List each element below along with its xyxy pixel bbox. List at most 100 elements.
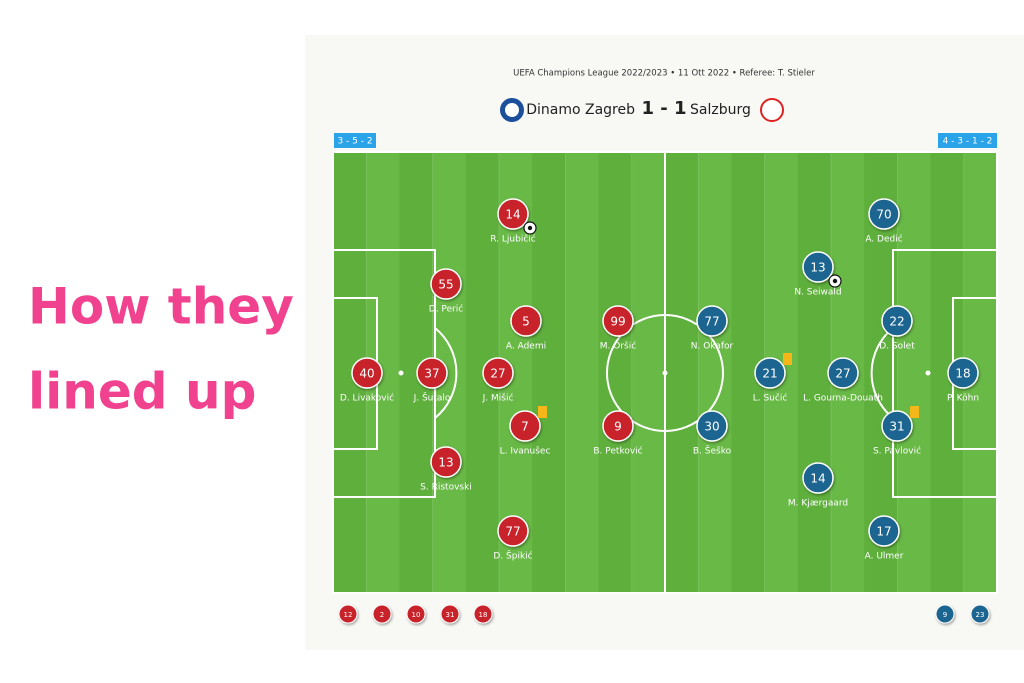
headline-line: How they: [28, 278, 294, 336]
player-marker: [881, 410, 913, 442]
player-number: 7: [521, 420, 529, 434]
player-name: S. Ristovski: [420, 483, 472, 493]
player-name: L. Gourna-Douath: [803, 394, 883, 404]
player-number: 9: [614, 420, 622, 434]
player-name: D. Livaković: [340, 393, 394, 404]
player-number: 21: [762, 367, 777, 381]
player-number: 77: [505, 525, 520, 539]
player-marker: [497, 515, 529, 547]
player-marker: [482, 357, 514, 389]
player-name: D. Perić: [429, 304, 463, 315]
yellow-card: [783, 353, 792, 365]
sub-number: 23: [976, 611, 985, 619]
player-number: 27: [835, 367, 850, 381]
player-marker: [802, 251, 834, 283]
player-marker: [881, 305, 913, 337]
player-number: 31: [889, 420, 904, 434]
formation-badge: [334, 133, 376, 148]
player-name: S. Pavlović: [873, 446, 921, 457]
player-number: 77: [704, 315, 719, 329]
player-name: P. Köhn: [947, 394, 979, 404]
player-number: 13: [438, 456, 453, 470]
sub-marker: [338, 604, 358, 624]
sub-number: 12: [344, 611, 353, 619]
sub-marker: [970, 604, 990, 624]
player-name: L. Ivanušec: [500, 446, 551, 457]
penalty-spot: [925, 370, 931, 376]
player-number: 55: [438, 278, 453, 292]
player-name: M. Kjærgaard: [788, 499, 848, 509]
player-number: 30: [704, 420, 719, 434]
center-circle: [606, 314, 724, 432]
penalty-arc: [870, 327, 894, 419]
player-name: J. Šutalo: [413, 392, 451, 404]
player-name: D. Solet: [879, 342, 915, 352]
player-name: B. Šeško: [693, 445, 732, 457]
sub-number: 10: [412, 611, 421, 619]
player-marker: [430, 268, 462, 300]
player-number: 40: [359, 367, 374, 381]
sub-marker: [473, 604, 493, 624]
home-team: Dinamo Zagreb: [526, 102, 635, 118]
player-name: M. Oršić: [600, 341, 636, 352]
player-number: 17: [876, 525, 891, 539]
player-marker: [509, 410, 541, 442]
player-number: 70: [876, 208, 891, 222]
sub-number: 9: [943, 611, 947, 619]
sub-marker: [406, 604, 426, 624]
headline-line: lined up: [28, 363, 256, 421]
player-marker: [802, 462, 834, 494]
player-number: 37: [424, 367, 439, 381]
yellow-card: [910, 406, 919, 418]
player-name: D. Špikić: [493, 550, 532, 562]
yellow-card: [538, 406, 547, 418]
player-marker: [868, 198, 900, 230]
player-name: N. Seiwald: [794, 288, 841, 298]
player-marker: [696, 305, 728, 337]
player-name: N. Okafor: [691, 342, 734, 352]
player-number: 27: [490, 367, 505, 381]
player-name: A. Dedić: [865, 234, 902, 245]
home-logo-inner: [505, 103, 519, 117]
match-info: UEFA Champions League 2022/2023 • 11 Ott…: [513, 69, 815, 79]
player-number: 22: [889, 315, 904, 329]
goal-icon-patch: [832, 278, 838, 284]
score: 1 - 1: [641, 98, 686, 119]
player-marker: [497, 198, 529, 230]
home-formation: 3 - 5 - 2: [337, 137, 372, 147]
player-name: B. Petković: [593, 446, 642, 457]
sub-marker: [440, 604, 460, 624]
player-marker: [351, 357, 383, 389]
player-marker: [868, 515, 900, 547]
player-name: A. Ademi: [506, 342, 546, 352]
player-number: 18: [955, 367, 970, 381]
player-number: 99: [610, 315, 625, 329]
player-number: 5: [522, 315, 530, 329]
sub-marker: [935, 604, 955, 624]
player-marker: [416, 357, 448, 389]
goal-icon-patch: [527, 225, 533, 231]
player-marker: [754, 357, 786, 389]
player-name: A. Ulmer: [865, 552, 904, 562]
away-logo: [760, 98, 784, 122]
center-spot: [662, 370, 668, 376]
player-marker: [947, 357, 979, 389]
away-formation: 4 - 3 - 1 - 2: [943, 137, 993, 147]
player-marker: [510, 305, 542, 337]
player-name: R. Ljubičić: [490, 234, 536, 245]
sub-number: 18: [479, 611, 488, 619]
player-number: 14: [505, 208, 520, 222]
sub-number: 31: [446, 611, 455, 619]
player-marker: [602, 410, 634, 442]
formation-badge: [938, 133, 997, 148]
player-marker: [602, 305, 634, 337]
sub-marker: [372, 604, 392, 624]
sub-number: 2: [380, 611, 384, 619]
player-marker: [696, 410, 728, 442]
player-name: J. Mišić: [482, 393, 514, 404]
player-name: L. Sučić: [753, 393, 788, 404]
penalty-spot: [398, 370, 404, 376]
